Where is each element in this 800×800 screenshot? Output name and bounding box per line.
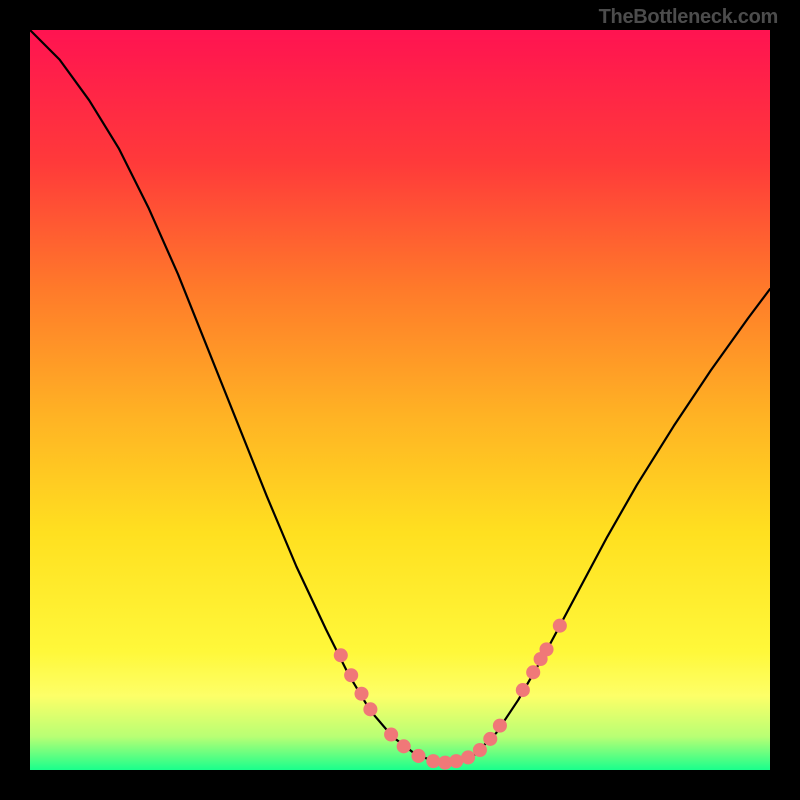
highlight-dot: [516, 683, 530, 697]
highlight-dot: [473, 743, 487, 757]
highlight-dot: [354, 687, 368, 701]
bottleneck-curve: [30, 30, 770, 763]
chart-svg: [30, 30, 770, 770]
highlight-dot: [461, 750, 475, 764]
highlight-dots: [334, 619, 567, 770]
highlight-dot: [526, 665, 540, 679]
highlight-dot: [539, 642, 553, 656]
highlight-dot: [411, 749, 425, 763]
watermark-text: TheBottleneck.com: [599, 6, 778, 29]
highlight-dot: [483, 732, 497, 746]
highlight-dot: [363, 702, 377, 716]
highlight-dot: [334, 648, 348, 662]
highlight-dot: [344, 668, 358, 682]
highlight-dot: [397, 739, 411, 753]
highlight-dot: [384, 727, 398, 741]
chart-plot-area: [30, 30, 770, 770]
highlight-dot: [426, 754, 440, 768]
highlight-dot: [493, 719, 507, 733]
highlight-dot: [553, 619, 567, 633]
